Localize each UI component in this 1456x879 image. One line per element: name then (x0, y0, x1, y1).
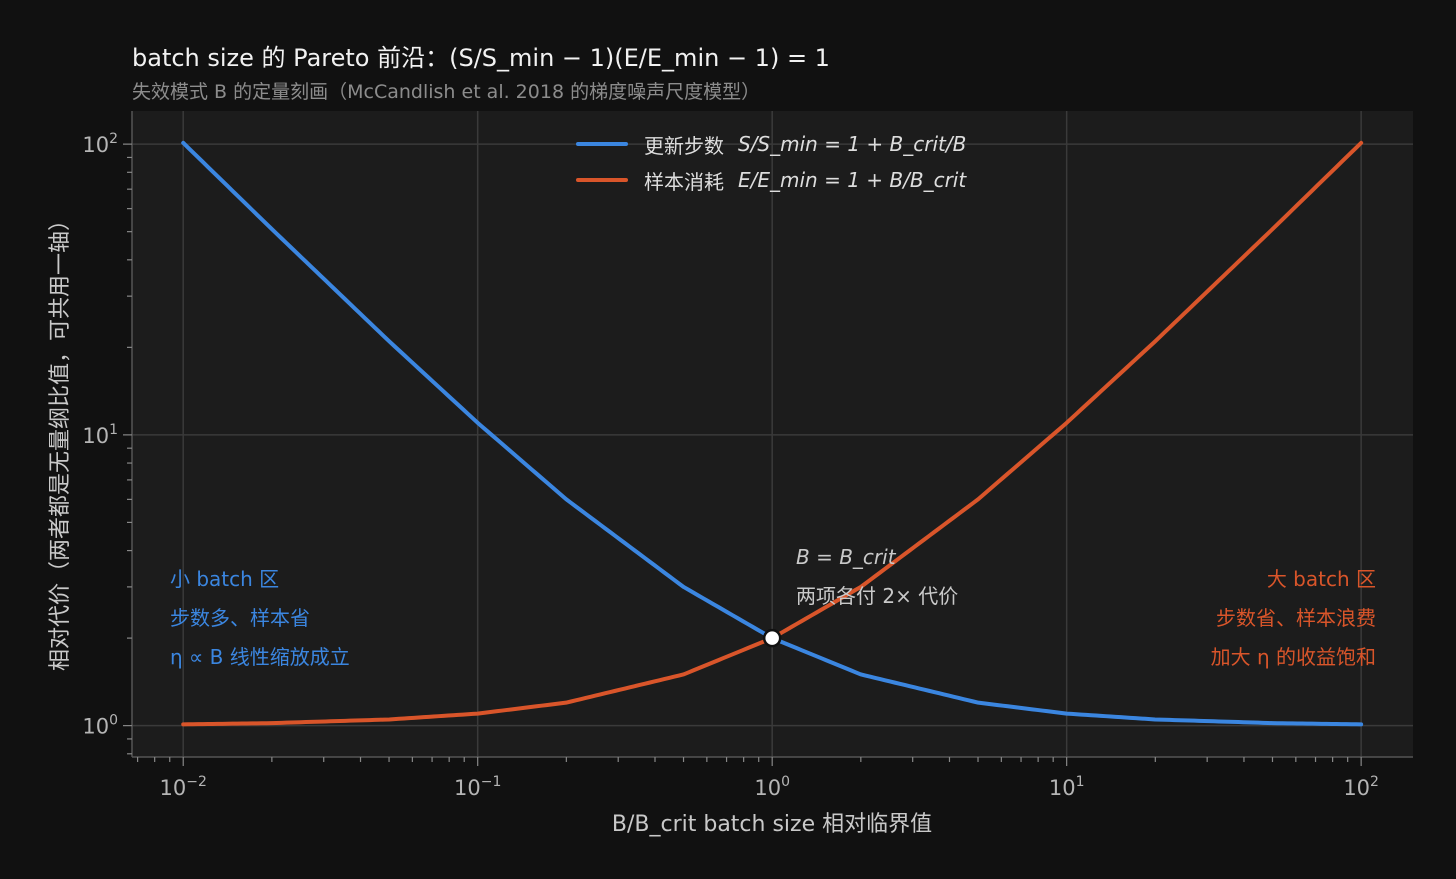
annotation-large-batch-line-2: 步数省、样本浪费 (1216, 606, 1376, 630)
x-axis-label: B/B_crit batch size 相对临界值 (611, 812, 933, 837)
annotation-critical-line-2: 两项各付 2× 代价 (796, 584, 959, 608)
critical-point-marker (762, 628, 782, 648)
chart-legend: 更新步数 S/S_min = 1 + B_crit/B 样本消耗 E/E_min… (576, 126, 966, 198)
annotation-small-batch: 小 batch 区 步数多、样本省 η ∝ B 线性缩放成立 (170, 560, 350, 677)
legend-formula-samples: E/E_min = 1 + B/B_crit (738, 168, 967, 192)
annotation-small-batch-line-2: 步数多、样本省 (170, 606, 310, 630)
annotation-large-batch-line-3: 加大 η 的收益饱和 (1210, 645, 1376, 669)
legend-swatch-samples (576, 178, 628, 182)
x-tick-label-0: 10−2 (160, 774, 207, 800)
annotation-large-batch: 大 batch 区 步数省、样本浪费 加大 η 的收益饱和 (1211, 560, 1376, 677)
x-tick-label-3: 101 (1049, 774, 1085, 800)
annotation-critical-line-1: B = B_crit (796, 545, 896, 569)
legend-swatch-steps (576, 142, 628, 146)
legend-label-steps: 更新步数 (644, 133, 724, 158)
legend-label-samples: 样本消耗 (644, 169, 724, 194)
y-tick-label-2: 102 (82, 131, 118, 157)
chart-subtitle: 失效模式 B 的定量刻画（McCandlish et al. 2018 的梯度噪… (132, 81, 761, 103)
legend-formula-steps: S/S_min = 1 + B_crit/B (738, 132, 967, 156)
legend-item-steps: 更新步数 S/S_min = 1 + B_crit/B (576, 126, 966, 162)
annotation-small-batch-line-1: 小 batch 区 (170, 567, 280, 591)
y-tick-label-0: 100 (82, 713, 118, 739)
legend-item-samples: 样本消耗 E/E_min = 1 + B/B_crit (576, 162, 966, 198)
x-tick-label-2: 100 (754, 774, 790, 800)
y-axis-label: 相对代价（两者都是无量纲比值，可共用一轴） (48, 208, 73, 672)
annotation-critical-point: B = B_crit 两项各付 2× 代价 (796, 538, 958, 616)
y-tick-label-1: 101 (82, 422, 118, 448)
annotation-small-batch-line-3: η ∝ B 线性缩放成立 (170, 645, 350, 669)
chart-title: batch size 的 Pareto 前沿：(S/S_min − 1)(E/E… (132, 44, 830, 72)
x-tick-label-4: 102 (1343, 774, 1379, 800)
annotation-large-batch-line-1: 大 batch 区 (1266, 567, 1376, 591)
x-tick-label-1: 10−1 (454, 774, 501, 800)
